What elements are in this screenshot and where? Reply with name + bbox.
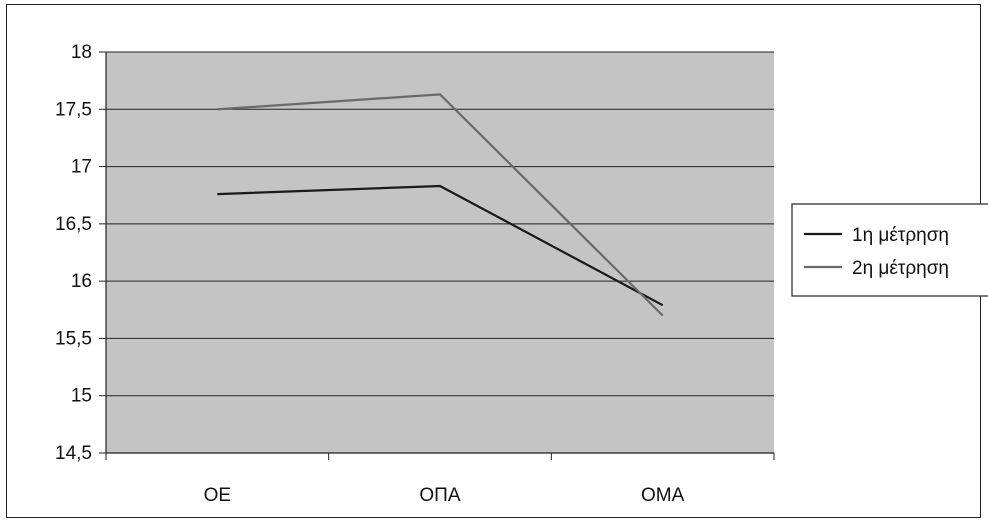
series-line-2 [217, 93, 664, 317]
y-tick-label: 14,5 [55, 443, 92, 464]
y-tick-label: 17 [71, 157, 92, 178]
y-tick-label: 16 [71, 271, 92, 292]
y-tick-label: 16,5 [55, 214, 92, 235]
y-tick-label: 15,5 [55, 328, 92, 349]
x-tick-label: ΟΠΑ [419, 485, 461, 506]
y-tick-label: 18 [71, 42, 92, 63]
series-line-1 [217, 184, 664, 307]
plot-area [106, 52, 774, 453]
legend-box [791, 203, 988, 297]
y-tick-label: 17,5 [55, 99, 92, 120]
x-tick-label: ΟΕ [204, 485, 231, 506]
x-tick-label: ΟΜΑ [641, 485, 685, 506]
legend-label: 2η μέτρηση [852, 258, 949, 279]
y-tick-label: 15 [71, 386, 92, 407]
legend-label: 1η μέτρηση [852, 225, 949, 246]
